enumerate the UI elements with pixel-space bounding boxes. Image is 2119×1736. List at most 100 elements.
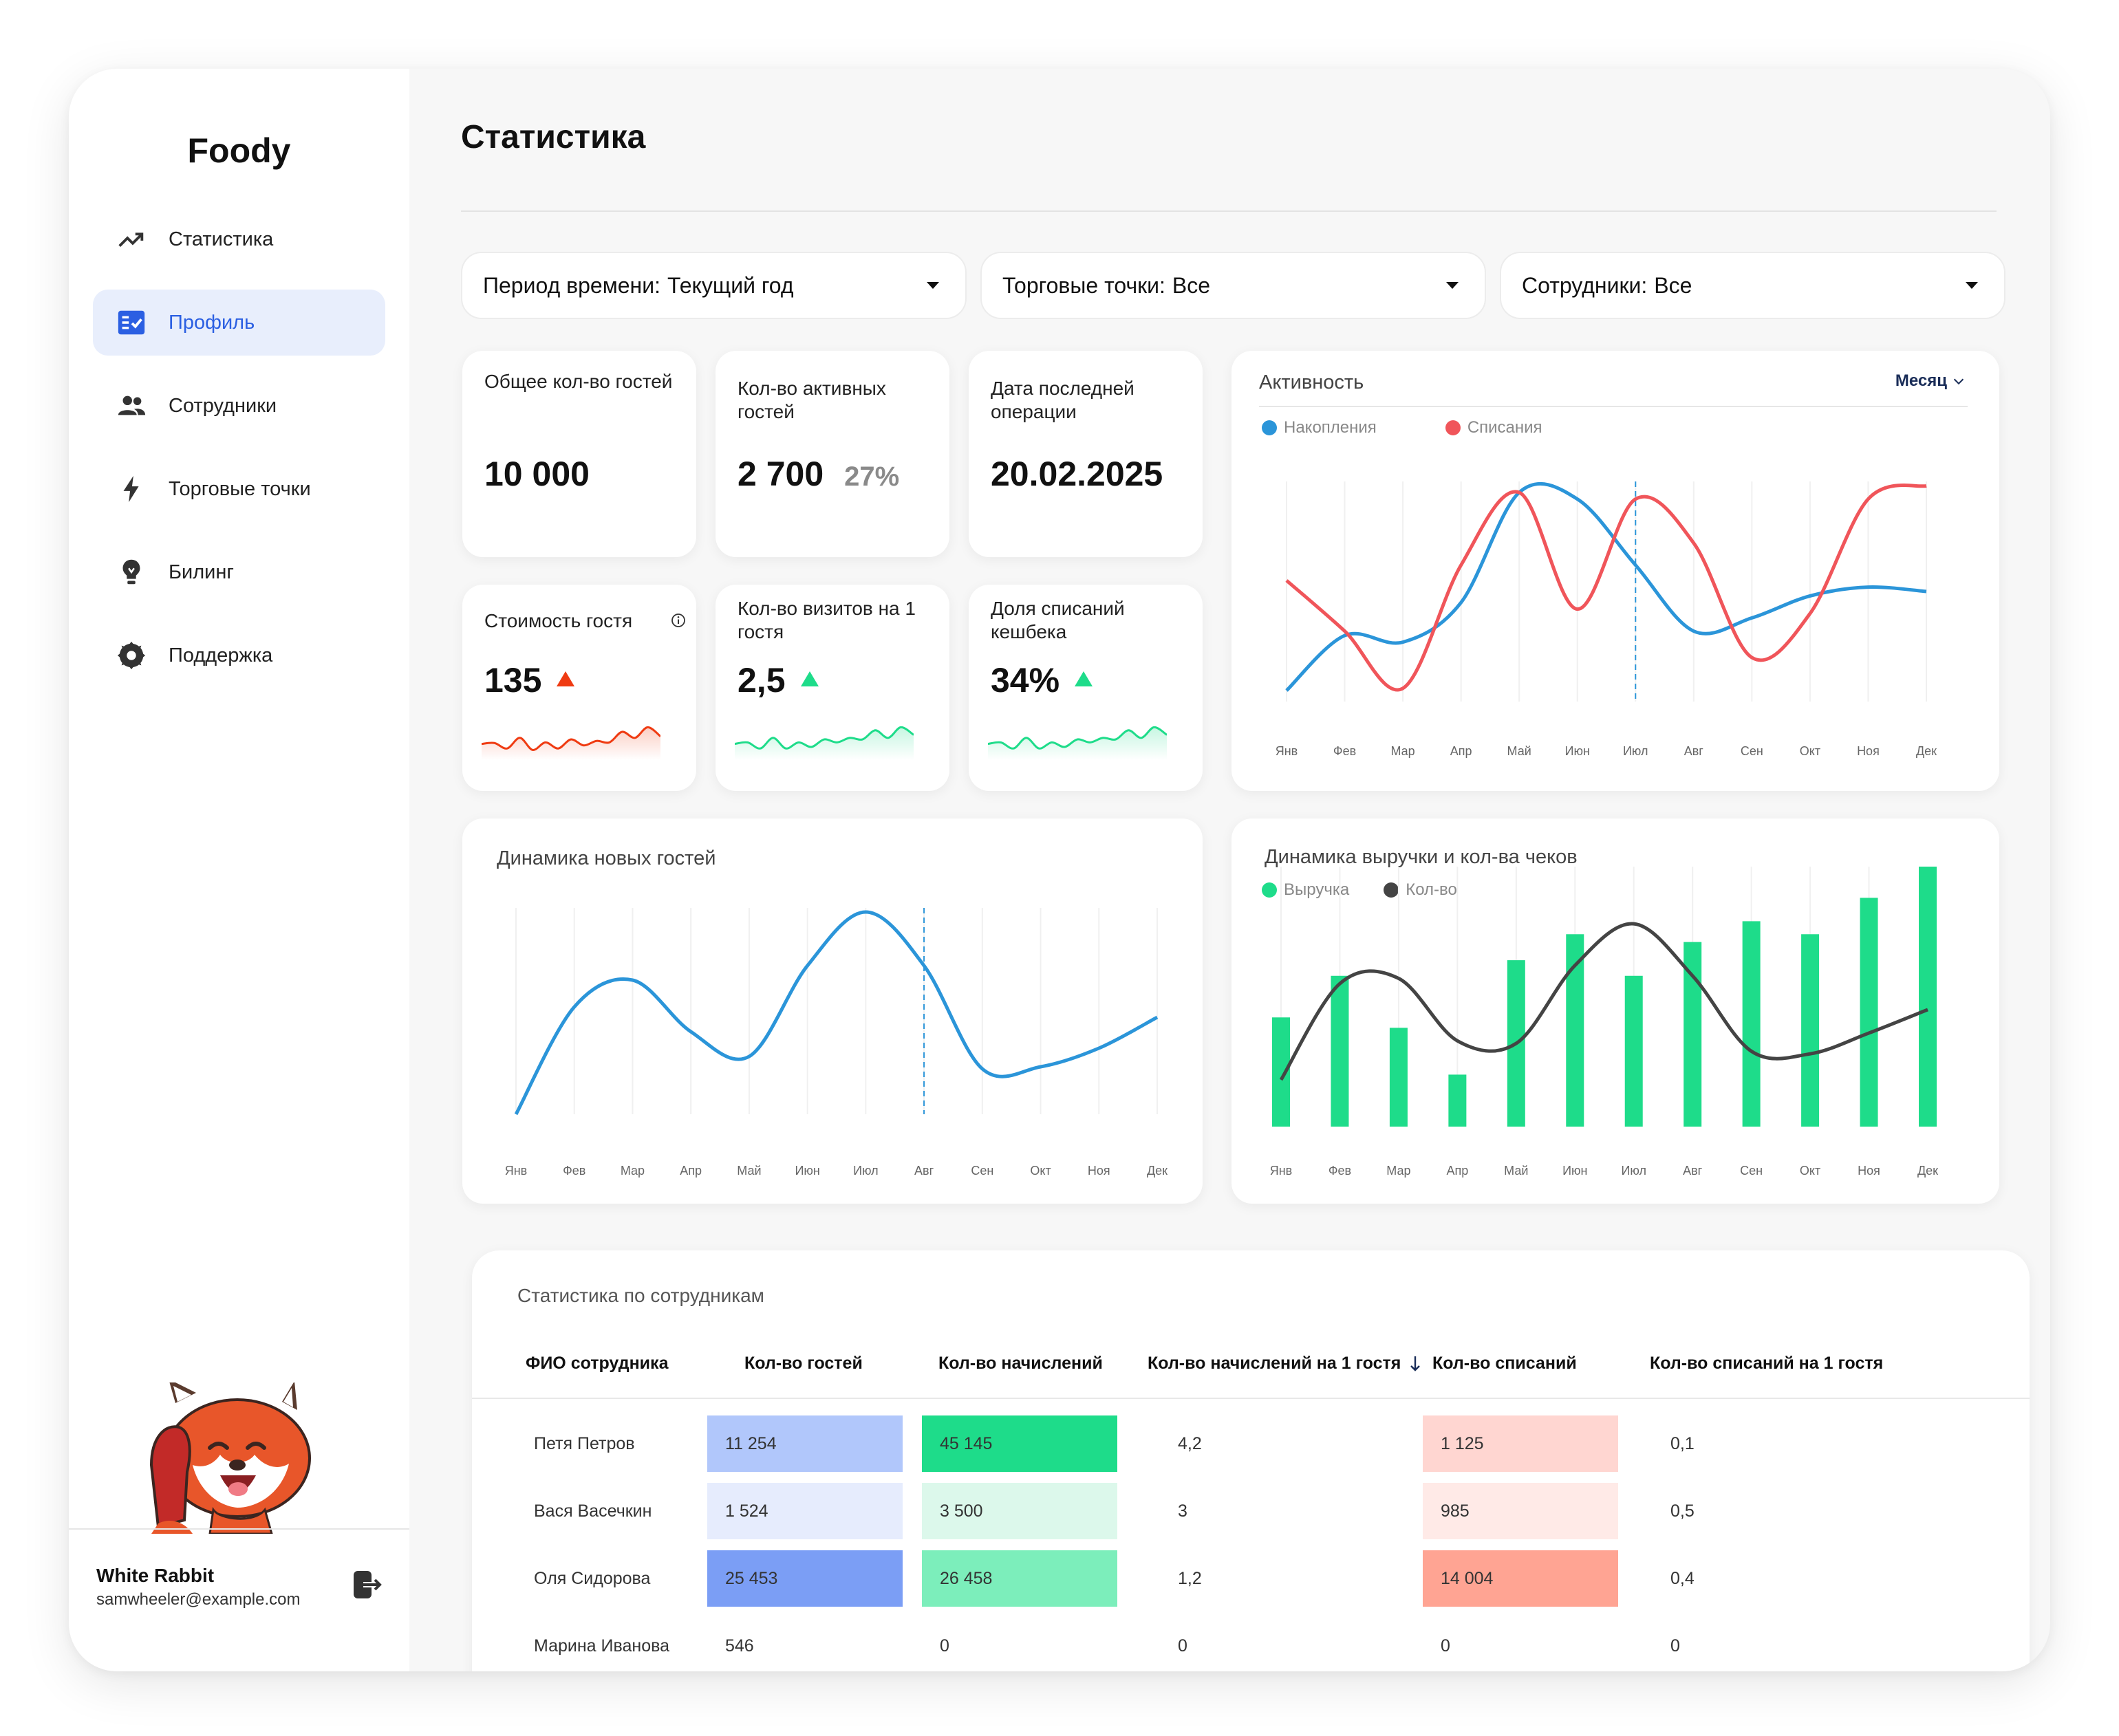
filter-value: Текущий год bbox=[667, 272, 794, 298]
chevron-down-icon bbox=[927, 282, 939, 289]
x-tick-label: Дек bbox=[1916, 744, 1937, 758]
period-select[interactable]: Месяц bbox=[1895, 371, 1966, 391]
legend-label: Накопления bbox=[1284, 418, 1377, 437]
sidebar-item-label: Статистика bbox=[169, 228, 274, 250]
x-tick-label: Июл bbox=[853, 1164, 879, 1178]
stat-value-row: 2,5 bbox=[738, 660, 819, 700]
legend-item: Списания bbox=[1445, 418, 1542, 437]
x-tick-label: Апр bbox=[1450, 744, 1472, 758]
sparkline-line bbox=[988, 726, 1167, 750]
x-tick-label: Мар bbox=[621, 1164, 645, 1178]
column-header[interactable]: Кол-во списаний на 1 гостя bbox=[1650, 1354, 1884, 1373]
employee-stats-table: Статистика по сотрудникам ФИО сотрудника… bbox=[472, 1250, 2030, 1671]
bar bbox=[1624, 975, 1643, 1127]
red-panda-mascot bbox=[149, 1382, 311, 1534]
series-line bbox=[1279, 922, 1928, 1081]
bar bbox=[1684, 942, 1702, 1127]
bar bbox=[1331, 975, 1349, 1127]
sidebar-item-employees[interactable]: Сотрудники bbox=[93, 373, 385, 439]
column-header[interactable]: ФИО сотрудника bbox=[526, 1354, 669, 1373]
trending-up-icon bbox=[115, 223, 148, 256]
series-line bbox=[514, 910, 1159, 1116]
people-icon bbox=[115, 389, 148, 422]
x-tick-label: Апр bbox=[680, 1164, 702, 1178]
column-header-sorted[interactable]: Кол-во начислений на 1 гостя bbox=[1148, 1354, 1421, 1374]
trend-up-icon bbox=[1075, 671, 1093, 686]
x-tick-label: Дек bbox=[1917, 1164, 1938, 1178]
table-cell-guests: 1 524 bbox=[707, 1483, 903, 1539]
x-tick-label: Июл bbox=[1623, 744, 1648, 758]
user-name: White Rabbit bbox=[96, 1565, 215, 1586]
stat-value-row: 34% bbox=[991, 660, 1093, 700]
x-tick-label: Июн bbox=[1562, 1164, 1587, 1178]
stat-percent: 27% bbox=[844, 462, 900, 492]
chart-title: Динамика выручки и кол-ва чеков bbox=[1265, 846, 1578, 868]
gear-icon bbox=[115, 639, 148, 672]
sidebar-item-label: Поддержка bbox=[169, 644, 273, 666]
stat-value: 135 bbox=[484, 661, 542, 699]
filter-employees[interactable]: Сотрудники: Все bbox=[1500, 252, 2005, 319]
stat-value: 10 000 bbox=[484, 455, 590, 493]
stat-value-row: 2 700 27% bbox=[738, 454, 899, 494]
trend-up-icon bbox=[800, 671, 819, 686]
sidebar-item-support[interactable]: Поддержка bbox=[93, 622, 385, 688]
column-header[interactable]: Кол-во гостей bbox=[744, 1354, 863, 1373]
sidebar-item-outlets[interactable]: Торговые точки bbox=[93, 456, 385, 522]
table-cell-writeoffs-per-guest: 0,4 bbox=[1670, 1568, 1695, 1588]
column-header[interactable]: Кол-во списаний bbox=[1432, 1354, 1577, 1373]
table-cell-accruals-per-guest: 0 bbox=[1178, 1636, 1187, 1656]
x-tick-label: Июл bbox=[1621, 1164, 1646, 1178]
stat-label: Стоимость гостя bbox=[484, 610, 633, 631]
x-tick-label: Май bbox=[1507, 744, 1531, 758]
lightbulb-icon bbox=[115, 556, 148, 589]
x-tick-label: Янв bbox=[505, 1164, 528, 1178]
x-tick-label: Мар bbox=[1386, 1164, 1410, 1178]
column-header[interactable]: Кол-во начислений bbox=[938, 1354, 1103, 1373]
x-tick-label: Май bbox=[1504, 1164, 1528, 1178]
stat-card-last-operation: Дата последней операции 20.02.2025 bbox=[969, 351, 1203, 557]
info-icon[interactable] bbox=[670, 612, 687, 629]
table-cell-name: Вася Васечкин bbox=[534, 1501, 652, 1521]
chart-card-new-guests: Динамика новых гостей Янв Фев Мар Апр Май Июн… bbox=[462, 818, 1203, 1204]
stat-value: 2,5 bbox=[738, 661, 786, 699]
table-cell-writeoffs: 1 125 bbox=[1423, 1415, 1618, 1472]
stat-label: Кол-во активных гостей bbox=[738, 378, 886, 422]
x-tick-label: Окт bbox=[1800, 744, 1820, 758]
logout-icon[interactable] bbox=[351, 1568, 384, 1601]
x-tick-label: Сен bbox=[1741, 744, 1763, 758]
chart-card-revenue: Динамика выручки и кол-ва чеков Выручка … bbox=[1231, 818, 1999, 1204]
table-cell-accruals-per-guest: 4,2 bbox=[1178, 1433, 1202, 1453]
x-tick-label: Сен bbox=[971, 1164, 993, 1178]
x-tick-label: Янв bbox=[1276, 744, 1298, 758]
legend-label: Кол-во bbox=[1406, 880, 1457, 899]
sidebar-item-billing[interactable]: Билинг bbox=[93, 539, 385, 605]
sparkline-cashback-share bbox=[988, 726, 1167, 760]
table-cell-name: Петя Петров bbox=[534, 1433, 635, 1453]
revenue-bar-chart: Янв Фев Мар Апр Май Июн Июл Авг Сен Окт Ноя Дек bbox=[1270, 867, 1938, 1178]
bar bbox=[1801, 934, 1820, 1127]
sidebar-item-statistics[interactable]: Статистика bbox=[93, 206, 385, 272]
filter-period[interactable]: Период времени: Текущий год bbox=[461, 252, 967, 319]
chevron-down-icon bbox=[1966, 282, 1978, 289]
x-tick-label: Сен bbox=[1740, 1164, 1763, 1178]
sparkline-area bbox=[482, 727, 660, 760]
legend-swatch bbox=[1384, 882, 1399, 898]
series-line bbox=[1285, 481, 1927, 692]
brand-logo: Foody bbox=[187, 131, 291, 170]
table-cell-accruals: 3 500 bbox=[922, 1483, 1117, 1539]
legend-item: Кол-во bbox=[1384, 880, 1457, 900]
sparkline-area bbox=[988, 727, 1167, 760]
legend-label: Списания bbox=[1467, 418, 1542, 437]
chart-title: Активность bbox=[1259, 371, 1364, 393]
activity-line-chart: Янв Фев Мар Апр Май Июн Июл Авг Сен Окт Ноя Дек bbox=[1276, 481, 1937, 758]
x-tick-label: Июн bbox=[795, 1164, 819, 1178]
table-cell-writeoffs-per-guest: 0,5 bbox=[1670, 1501, 1695, 1521]
filter-outlets[interactable]: Торговые точки: Все bbox=[980, 252, 1486, 319]
sidebar-item-profile[interactable]: Профиль bbox=[93, 290, 385, 356]
filter-label: Сотрудники: bbox=[1522, 272, 1648, 298]
checklist-icon bbox=[115, 306, 148, 339]
x-tick-label: Фев bbox=[1333, 744, 1356, 758]
x-tick-label: Май bbox=[737, 1164, 761, 1178]
page-title: Статистика bbox=[461, 119, 646, 155]
stat-label: Общее кол-во гостей bbox=[484, 371, 673, 392]
